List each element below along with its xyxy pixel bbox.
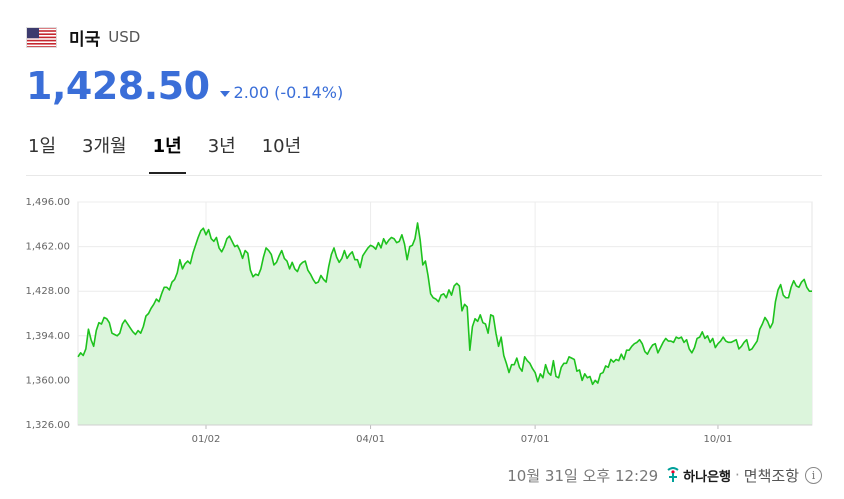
currency-header: 미국 USD [26, 24, 140, 50]
x-tick-label: 04/01 [356, 434, 385, 445]
x-tick-label: 07/01 [521, 434, 550, 445]
price-change: 2.00 (-0.14%) [219, 83, 344, 102]
disclaimer-link[interactable]: 면책조항 [743, 466, 799, 485]
tab-1y[interactable]: 1년 [148, 128, 186, 174]
bank-name: 하나은행 [683, 469, 732, 485]
y-tick-label: 1,428.00 [25, 286, 70, 297]
y-tick-label: 1,496.00 [25, 197, 70, 208]
current-price: 1,428.50 [26, 64, 210, 108]
period-tabs: 1일 3개월 1년 3년 10년 [26, 128, 325, 174]
tab-1d[interactable]: 1일 [28, 136, 57, 157]
y-tick-label: 1,326.00 [25, 420, 70, 431]
price-line [77, 222, 812, 386]
x-tick-label: 01/02 [192, 434, 221, 445]
y-tick-label: 1,462.00 [25, 242, 70, 253]
chart-svg: 1,496.00 1,462.00 1,428.00 1,394.00 1,360.00… [25, 197, 813, 445]
us-flag-icon [26, 26, 57, 48]
tab-3y[interactable]: 3년 [207, 136, 236, 157]
footer: 10월 31일 오후 12:29 하나은행 · 면책조항 i [507, 462, 822, 488]
triangle-down-icon [219, 90, 230, 97]
y-tick-label: 1,360.00 [25, 375, 70, 386]
change-amount: 2.00 [233, 83, 270, 102]
area-fill [78, 222, 812, 425]
change-percent: (-0.14%) [274, 83, 344, 102]
exchange-rate-chart: 1,496.00 1,462.00 1,428.00 1,394.00 1,360.00… [0, 176, 844, 446]
price-row: 1,428.50 2.00 (-0.14%) [26, 60, 343, 108]
tab-10y[interactable]: 10년 [261, 136, 302, 157]
hana-bank-logo-icon [667, 467, 679, 482]
info-icon[interactable]: i [805, 466, 822, 484]
y-tick-label: 1,394.00 [25, 331, 70, 342]
separator-dot: · [735, 466, 740, 484]
timestamp: 10월 31일 오후 12:29 [507, 466, 659, 485]
currency-code: USD [108, 28, 141, 46]
tabs-divider [26, 175, 822, 176]
tab-3m[interactable]: 3개월 [82, 136, 127, 157]
country-name: 미국 [69, 29, 101, 50]
x-tick-label: 10/01 [704, 434, 733, 445]
bank-attribution: 하나은행 [666, 466, 731, 485]
